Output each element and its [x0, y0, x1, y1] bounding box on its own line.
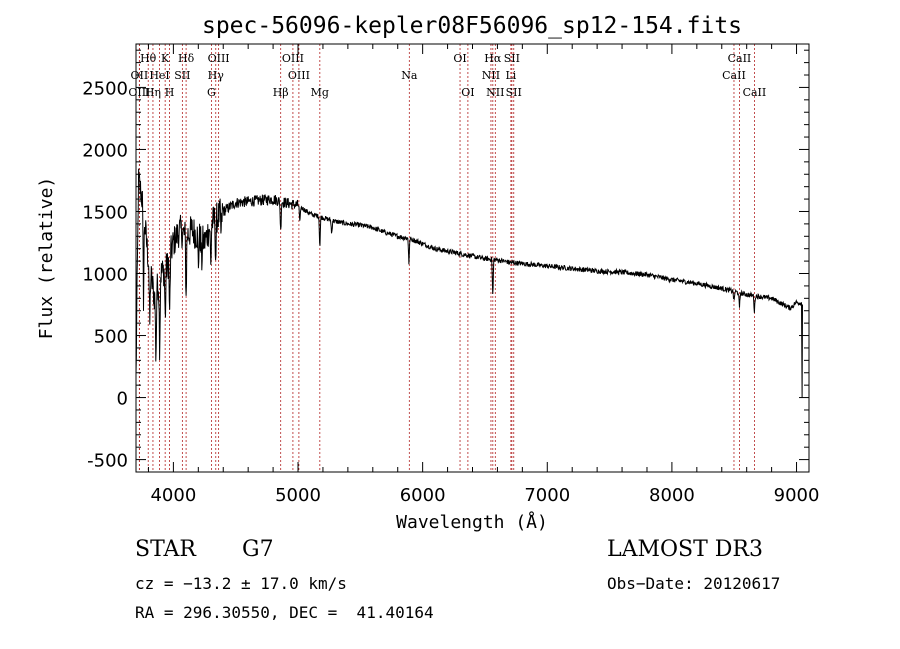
line-label: SII [506, 86, 522, 99]
x-axis-label: Wavelength (Å) [396, 511, 548, 533]
x-tick-label: 8000 [649, 485, 695, 506]
line-label: K [161, 52, 170, 65]
line-label: H [165, 86, 175, 99]
line-label: OIII [128, 86, 150, 99]
spectrum-line [135, 168, 803, 398]
line-label: Na [401, 69, 418, 82]
y-tick-label: 2500 [82, 78, 128, 99]
line-label: OI [453, 52, 466, 65]
line-label: Hβ [273, 86, 289, 99]
x-tick-label: 4000 [150, 485, 196, 506]
line-label: Hδ [178, 52, 195, 65]
y-tick-label: 1500 [82, 202, 128, 223]
x-tick-label: 7000 [524, 485, 570, 506]
line-label: G [207, 86, 216, 99]
line-label: Hγ [208, 69, 225, 82]
line-label: Li [505, 69, 516, 82]
line-label: NII [486, 86, 504, 99]
object-subclass: G7 [242, 537, 274, 562]
observation-date: Obs−Date: 20120617 [607, 574, 781, 593]
line-label: OIII [208, 52, 230, 65]
line-label: OIII [282, 52, 304, 65]
y-axis-label: Flux (relative) [36, 177, 57, 340]
spectrum-series [135, 168, 803, 398]
chart-title: spec-56096-kepler08F56096_sp12-154.fits [202, 13, 742, 39]
y-tick-label: -500 [87, 451, 128, 472]
x-tick-label: 5000 [275, 485, 321, 506]
y-tick-label: 2000 [82, 140, 128, 161]
plot-frame [135, 43, 810, 473]
line-label: CaII [722, 69, 746, 82]
y-tick-label: 0 [117, 389, 128, 410]
survey-name: LAMOST DR3 [607, 537, 763, 562]
line-label: CaII [728, 52, 752, 65]
x-tick-label: 9000 [774, 485, 820, 506]
line-label: Hη [145, 86, 161, 99]
line-label: NII [482, 69, 500, 82]
line-label: Mg [311, 86, 329, 99]
line-label: Hα [484, 52, 502, 65]
line-label: HeI [149, 69, 169, 82]
line-label: SII [174, 69, 190, 82]
y-tick-label: 1000 [82, 265, 128, 286]
line-label: OI [461, 86, 474, 99]
redshift-value: cz = −13.2 ± 17.0 km/s [135, 574, 347, 593]
line-label: OIII [288, 69, 310, 82]
line-label: Hθ [140, 52, 157, 65]
y-tick-label: 500 [94, 327, 128, 348]
line-label: SII [504, 52, 520, 65]
axes: 4000 5000 6000 7000 8000 9000 -500 0 500 1000 1500… [82, 44, 819, 506]
line-label: OII [131, 69, 149, 82]
spectral-line-markers [138, 44, 755, 472]
x-tick-label: 6000 [400, 485, 446, 506]
coordinates: RA = 296.30550, DEC = 41.40164 [135, 603, 434, 622]
line-label: CaII [743, 86, 767, 99]
object-class: STAR [135, 537, 196, 562]
